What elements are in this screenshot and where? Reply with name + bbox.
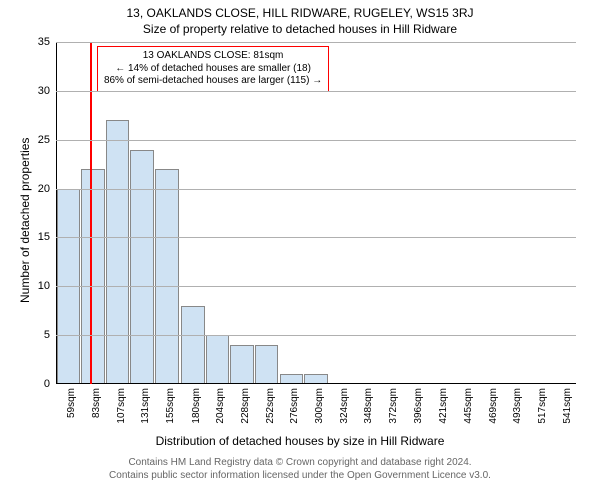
x-tick-label: 228sqm <box>240 388 251 424</box>
x-tick-label: 445sqm <box>463 388 474 424</box>
footer-line-2: Contains public sector information licen… <box>0 469 600 482</box>
y-axis-line <box>56 42 57 384</box>
x-tick-label: 300sqm <box>314 388 325 424</box>
histogram-bar <box>155 169 179 384</box>
histogram-bar <box>106 120 130 384</box>
x-tick-label: 372sqm <box>388 388 399 424</box>
chart-subtitle: Size of property relative to detached ho… <box>0 22 600 36</box>
x-tick-label: 204sqm <box>215 388 226 424</box>
x-tick-label: 276sqm <box>289 388 300 424</box>
y-tick-label: 25 <box>38 134 50 146</box>
x-tick-label: 180sqm <box>191 388 202 424</box>
y-tick-label: 35 <box>38 36 50 48</box>
histogram-bar <box>206 335 230 384</box>
x-tick-label: 83sqm <box>91 388 102 418</box>
x-tick-label: 396sqm <box>413 388 424 424</box>
chart-plot-area: 13 OAKLANDS CLOSE: 81sqm ← 14% of detach… <box>56 42 576 384</box>
x-tick-label: 155sqm <box>165 388 176 424</box>
y-tick-label: 10 <box>38 280 50 292</box>
reference-line <box>90 42 92 384</box>
x-tick-label: 131sqm <box>140 388 151 424</box>
x-tick-label: 348sqm <box>363 388 374 424</box>
gridline-h <box>56 91 576 92</box>
y-tick-label: 5 <box>44 329 50 341</box>
x-axis-line <box>56 383 576 384</box>
histogram-bar <box>230 345 254 384</box>
histogram-bar <box>255 345 279 384</box>
x-tick-label: 469sqm <box>488 388 499 424</box>
annotation-box: 13 OAKLANDS CLOSE: 81sqm ← 14% of detach… <box>97 46 329 92</box>
y-tick-label: 0 <box>44 378 50 390</box>
histogram-bar <box>81 169 105 384</box>
gridline-h <box>56 140 576 141</box>
gridline-h <box>56 335 576 336</box>
histogram-bar <box>130 150 154 385</box>
x-tick-label: 252sqm <box>265 388 276 424</box>
x-tick-label: 59sqm <box>66 388 77 418</box>
x-axis-label: Distribution of detached houses by size … <box>0 434 600 448</box>
y-tick-label: 15 <box>38 231 50 243</box>
x-tick-label: 493sqm <box>512 388 523 424</box>
annotation-line-2: ← 14% of detached houses are smaller (18… <box>104 63 322 76</box>
chart-footer: Contains HM Land Registry data © Crown c… <box>0 456 600 482</box>
histogram-bar <box>181 306 205 384</box>
x-tick-label: 107sqm <box>116 388 127 424</box>
annotation-line-3: 86% of semi-detached houses are larger (… <box>104 75 322 88</box>
gridline-h <box>56 286 576 287</box>
y-tick-label: 20 <box>38 183 50 195</box>
x-tick-label: 517sqm <box>537 388 548 424</box>
y-tick-label: 30 <box>38 85 50 97</box>
footer-line-1: Contains HM Land Registry data © Crown c… <box>0 456 600 469</box>
x-tick-label: 421sqm <box>438 388 449 424</box>
annotation-line-1: 13 OAKLANDS CLOSE: 81sqm <box>104 50 322 63</box>
y-axis-label: Number of detached properties <box>18 138 32 303</box>
gridline-h <box>56 189 576 190</box>
gridline-h <box>56 42 576 43</box>
chart-title-address: 13, OAKLANDS CLOSE, HILL RIDWARE, RUGELE… <box>0 6 600 20</box>
gridline-h <box>56 237 576 238</box>
x-tick-label: 324sqm <box>339 388 350 424</box>
x-tick-label: 541sqm <box>562 388 573 424</box>
